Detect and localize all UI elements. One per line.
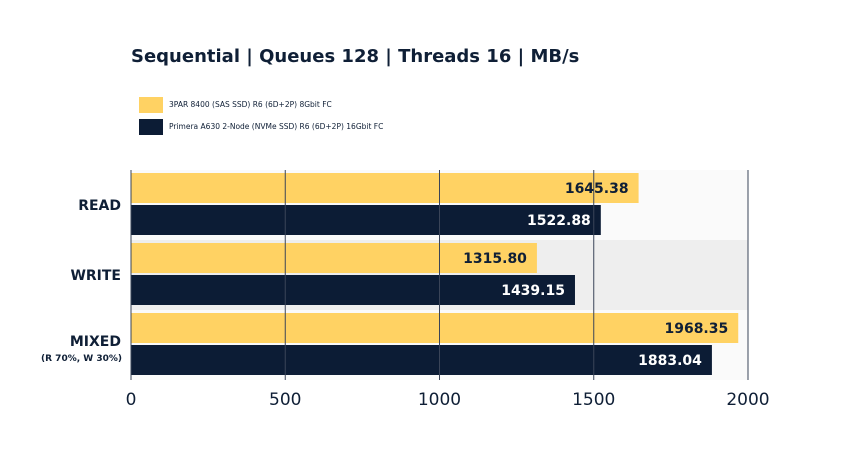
category-label-mixed: MIXED bbox=[70, 334, 121, 350]
x-tick-label-2000: 2000 bbox=[726, 390, 769, 410]
data-label-s0-write: 1315.80 bbox=[463, 251, 527, 267]
x-tick-label-1000: 1000 bbox=[418, 390, 461, 410]
legend-swatch-primera bbox=[139, 118, 163, 135]
legend-label-3par: 3PAR 8400 (SAS SSD) R6 (6D+2P) 8Gbit FC bbox=[169, 100, 332, 109]
bar-s1-read bbox=[131, 205, 601, 235]
bar-s0-read bbox=[131, 173, 639, 203]
bar-s0-mixed bbox=[131, 313, 739, 343]
category-label-write: WRITE bbox=[70, 268, 121, 284]
data-label-s0-read: 1645.38 bbox=[565, 181, 629, 197]
category-sublabel-mixed: (R 70%, W 30%) bbox=[41, 354, 122, 364]
x-tick-label-1500: 1500 bbox=[572, 390, 615, 410]
chart-title: Sequential | Queues 128 | Threads 16 | M… bbox=[131, 46, 580, 67]
legend-swatch-3par bbox=[139, 96, 163, 113]
data-label-s1-mixed: 1883.04 bbox=[638, 353, 702, 369]
x-tick-label-500: 500 bbox=[269, 390, 301, 410]
legend-item-primera: Primera A630 2-Node (NVMe SSD) R6 (6D+2P… bbox=[139, 118, 383, 135]
x-tick-label-0: 0 bbox=[126, 390, 137, 410]
legend: 3PAR 8400 (SAS SSD) R6 (6D+2P) 8Gbit FC … bbox=[139, 96, 383, 140]
data-label-s0-mixed: 1968.35 bbox=[664, 321, 728, 337]
bar-s0-write bbox=[131, 243, 537, 273]
legend-item-3par: 3PAR 8400 (SAS SSD) R6 (6D+2P) 8Gbit FC bbox=[139, 96, 383, 113]
legend-label-primera: Primera A630 2-Node (NVMe SSD) R6 (6D+2P… bbox=[169, 122, 384, 131]
data-label-s1-read: 1522.88 bbox=[527, 213, 591, 229]
category-label-read: READ bbox=[78, 198, 121, 214]
bar-s1-mixed bbox=[131, 345, 712, 375]
bar-s1-write bbox=[131, 275, 575, 305]
data-label-s1-write: 1439.15 bbox=[501, 283, 565, 299]
